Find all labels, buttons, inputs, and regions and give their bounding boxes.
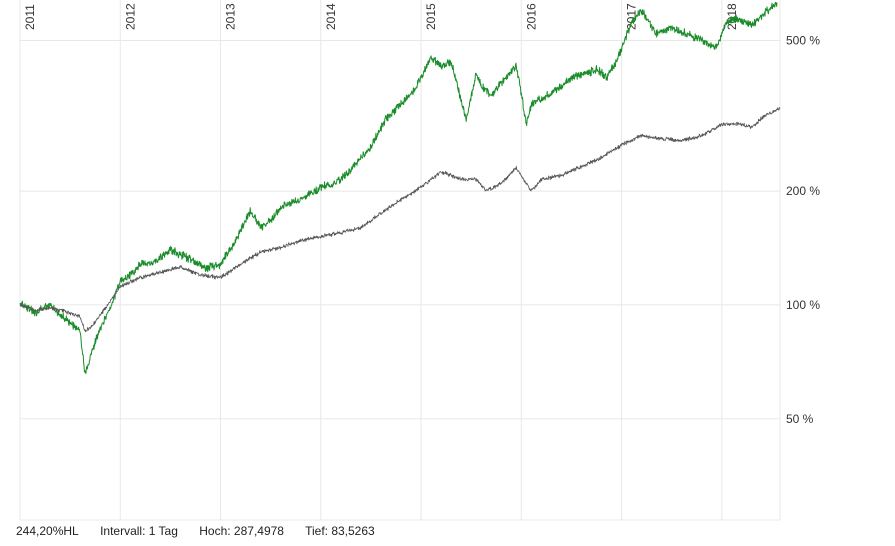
year-tick-label: 2012 [123,3,137,30]
series-line-fund [19,1,778,375]
y-tick-label: 200 % [786,184,820,198]
series-line-benchmark [19,107,781,333]
year-tick-label: 2011 [23,4,37,30]
y-axis-tick-labels: 50 % 100 % 200 % 500 % [786,34,820,426]
y-tick-label: 100 % [786,298,820,312]
series-lines [19,1,781,375]
year-tick-label: 2016 [524,3,538,30]
low-value: Tief: 83,5263 [305,524,375,538]
chart-footer: 244,20%HL Intervall: 1 Tag Hoch: 287,497… [16,524,393,542]
y-tick-label: 500 % [786,34,820,48]
year-tick-label: 2015 [424,3,438,30]
year-tick-label: 2017 [625,3,639,30]
grid [19,0,781,521]
high-value: Hoch: 287,4978 [199,524,284,538]
y-tick-label: 50 % [786,412,814,426]
x-axis-year-labels: 2011 2012 2013 2014 2015 2016 2017 2018 [23,3,739,30]
year-tick-label: 2013 [224,3,238,30]
year-tick-label: 2014 [324,3,338,30]
performance-value: 244,20%HL [16,524,79,538]
interval-label: Intervall: 1 Tag [100,524,178,538]
